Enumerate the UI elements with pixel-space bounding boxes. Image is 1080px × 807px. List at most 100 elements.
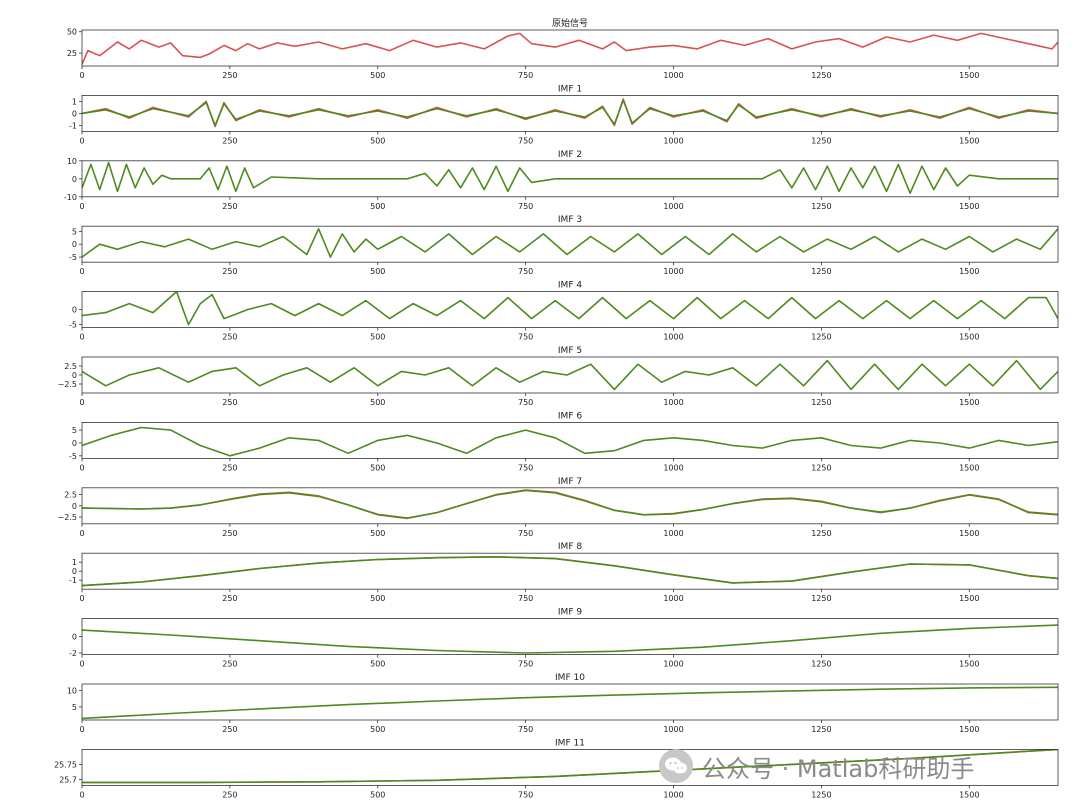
- subplot-frame: [81, 552, 1059, 590]
- x-tick-label: 1500: [959, 463, 979, 472]
- x-tick-label: 0: [79, 529, 84, 538]
- y-tick-label: −2.5: [58, 380, 77, 389]
- x-tick-label: 1500: [959, 71, 979, 80]
- subplot-3: IMF 30 250 500 750 1000 1250 1500-505: [69, 215, 1059, 276]
- y-tick-label: 50: [67, 28, 77, 37]
- x-tick-label: 250: [222, 202, 237, 211]
- y-tick-label: 0: [72, 240, 77, 249]
- x-tick-label: 1500: [959, 398, 979, 407]
- x-tick-label: 250: [222, 136, 237, 145]
- subplot-10: IMF 10 0 250 500 750 1000 1250 1500 5 10: [67, 673, 1059, 734]
- y-tick-label: 25.7: [59, 775, 77, 784]
- x-tick-label: 1500: [959, 136, 979, 145]
- x-tick-label: 1250: [811, 529, 831, 538]
- subplot-title: 原始信号: [552, 17, 588, 29]
- x-tick-label: 1250: [811, 463, 831, 472]
- x-tick-label: 750: [518, 136, 533, 145]
- series-line: [82, 359, 1058, 391]
- x-tick-label: 1500: [959, 594, 979, 603]
- y-tick-label: 1: [72, 97, 77, 106]
- x-tick-label: 500: [370, 267, 385, 276]
- subplot-frame: [81, 291, 1059, 329]
- subplot-4: IMF 40 250 500 750 1000 1250 1500-50: [69, 281, 1059, 342]
- y-tick-label: -10: [64, 193, 77, 202]
- series-line: [82, 426, 1058, 457]
- series-line: [82, 291, 1058, 326]
- x-tick-label: 250: [222, 267, 237, 276]
- subplot-frame: [81, 683, 1059, 721]
- x-tick-label: 1500: [959, 725, 979, 734]
- y-tick-label: 0: [72, 175, 77, 184]
- y-tick-label: -1: [69, 121, 77, 130]
- y-tick-label: -5: [69, 321, 77, 330]
- x-tick-label: 1250: [811, 136, 831, 145]
- y-tick-label: -1: [69, 576, 77, 585]
- x-tick-label: 500: [370, 136, 385, 145]
- x-tick-label: 250: [222, 594, 237, 603]
- x-tick-label: 500: [370, 398, 385, 407]
- x-tick-label: 0: [79, 660, 84, 669]
- x-tick-label: 750: [518, 463, 533, 472]
- x-tick-label: 1500: [959, 333, 979, 342]
- subplot-frame: [81, 618, 1059, 655]
- x-tick-label: 1250: [811, 202, 831, 211]
- y-tick-label: 2.5: [64, 491, 77, 500]
- x-tick-label: 0: [79, 725, 84, 734]
- x-tick-label: 1250: [811, 725, 831, 734]
- subplot-title: IMF 7: [558, 477, 582, 487]
- subplot-title: IMF 3: [558, 215, 582, 225]
- x-tick-label: 500: [370, 71, 385, 80]
- x-tick-label: 0: [79, 333, 84, 342]
- y-tick-label: 5: [72, 703, 77, 712]
- x-tick-label: 500: [370, 333, 385, 342]
- x-tick-label: 1250: [811, 790, 831, 799]
- x-tick-label: 1500: [959, 202, 979, 211]
- x-tick-label: 250: [222, 333, 237, 342]
- x-tick-label: 1000: [663, 71, 683, 80]
- x-tick-label: 750: [518, 333, 533, 342]
- y-tick-label: 5: [72, 426, 77, 435]
- x-tick-label: 1500: [959, 790, 979, 799]
- y-tick-label: 25.75: [54, 760, 77, 769]
- x-tick-label: 1000: [663, 463, 683, 472]
- x-tick-label: 500: [370, 660, 385, 669]
- x-tick-label: 0: [79, 594, 84, 603]
- x-tick-label: 250: [222, 790, 237, 799]
- y-tick-label: -2: [69, 649, 77, 658]
- subplot-7: IMF 70 250 500 750 1000 1250 1500−2.502.5: [58, 477, 1059, 538]
- series-line: [82, 99, 1058, 127]
- x-tick-label: 500: [370, 790, 385, 799]
- subplot-title: IMF 6: [558, 411, 582, 421]
- x-tick-label: 1250: [811, 333, 831, 342]
- series-line: [82, 32, 1058, 65]
- y-tick-label: -5: [69, 452, 77, 461]
- series-line: [82, 749, 1058, 784]
- series-line: [82, 161, 1058, 194]
- x-tick-label: 1000: [663, 594, 683, 603]
- series-line: [82, 686, 1058, 720]
- watermark: 公众号 · Matlab科研助手: [658, 746, 974, 786]
- x-tick-label: 500: [370, 725, 385, 734]
- x-tick-label: 250: [222, 463, 237, 472]
- y-tick-label: 5: [72, 227, 77, 236]
- x-tick-label: 750: [518, 660, 533, 669]
- y-tick-label: 2.5: [64, 362, 77, 371]
- subplot-frame: [81, 29, 1059, 67]
- x-tick-label: 750: [518, 267, 533, 276]
- subplot-11: IMF 11 0 250 500 750 1000 1250 1500 25.7 25.75: [54, 738, 1059, 799]
- x-tick-label: 250: [222, 529, 237, 538]
- series-line: [82, 489, 1058, 520]
- y-tick-label: 0: [72, 567, 77, 576]
- x-tick-label: 1000: [663, 267, 683, 276]
- x-tick-label: 1000: [663, 660, 683, 669]
- x-tick-label: 250: [222, 725, 237, 734]
- subplot-title: IMF 9: [558, 608, 582, 618]
- x-tick-label: 1000: [663, 398, 683, 407]
- x-tick-label: 500: [370, 529, 385, 538]
- subplot-title: IMF 10: [555, 673, 585, 683]
- y-tick-label: -5: [69, 253, 77, 262]
- y-tick-label: −2.5: [58, 513, 77, 522]
- subplot-6: IMF 60 250 500 750 1000 1250 1500-505: [69, 411, 1059, 472]
- x-tick-label: 1000: [663, 202, 683, 211]
